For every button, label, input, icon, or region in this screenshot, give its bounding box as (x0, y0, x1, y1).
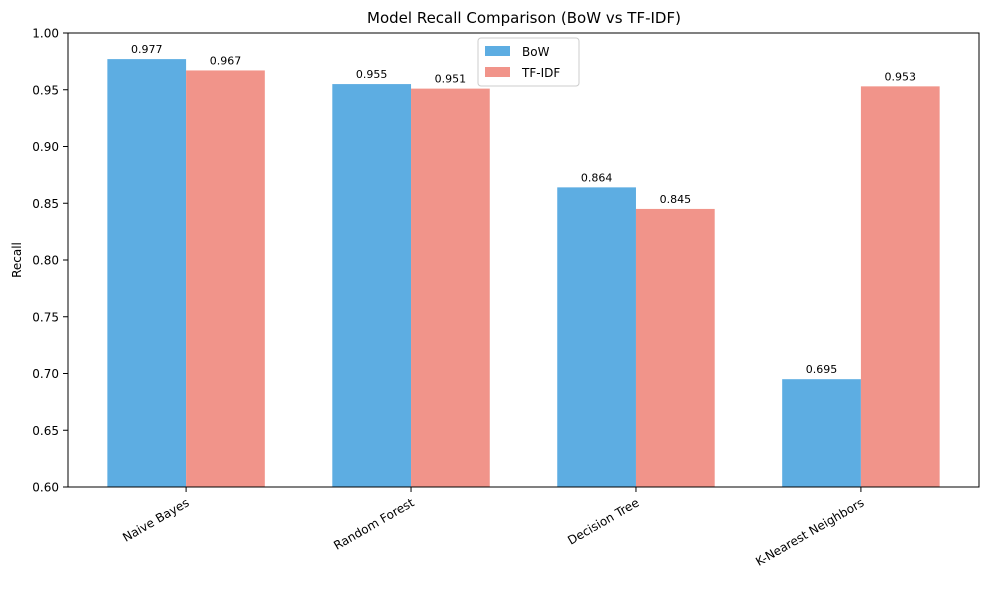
y-tick-label: 1.00 (32, 27, 59, 41)
y-tick-label: 0.80 (32, 254, 59, 268)
legend: BoW TF-IDF (477, 37, 580, 87)
data-label: 0.864 (581, 171, 613, 184)
legend-label: TF-IDF (521, 66, 560, 80)
data-label: 0.977 (131, 43, 163, 56)
y-tick-label: 0.85 (32, 197, 59, 211)
plot-area: 0.977 0.955 0.864 0.695 0.967 0.951 0.845 0.953 (67, 32, 980, 488)
legend-label: BoW (522, 45, 550, 59)
bar-tf-idf-2 (635, 208, 715, 487)
bar-tf-idf-1 (411, 88, 490, 488)
data-label: 0.845 (660, 193, 692, 206)
bar-bow-3 (782, 379, 861, 487)
y-tick-label: 0.65 (32, 424, 59, 438)
data-label: 0.967 (210, 54, 242, 67)
y-tick-label: 0.75 (32, 310, 59, 324)
y-tick-label: 0.95 (32, 83, 59, 97)
chart-title: Model Recall Comparison (BoW vs TF-IDF) (367, 9, 681, 27)
bar-tf-idf-0 (186, 70, 265, 487)
data-label: 0.951 (435, 73, 467, 86)
data-label: 0.953 (885, 70, 917, 83)
y-axis-label: Recall (10, 242, 24, 278)
bar-bow-1 (332, 84, 412, 487)
legend-swatch (485, 67, 510, 77)
data-label: 0.955 (356, 68, 388, 81)
y-tick-label: 0.60 (32, 481, 59, 495)
bar-tf-idf-3 (860, 86, 940, 487)
y-tick-label: 0.90 (32, 140, 59, 154)
bar-bow-0 (107, 59, 187, 488)
y-tick-label: 0.70 (32, 367, 59, 381)
data-label: 0.695 (806, 363, 838, 376)
bar-bow-2 (557, 187, 636, 488)
y-axis: 0.60 0.65 0.70 0.75 0.80 0.85 0.90 0.95 1.00 (32, 27, 68, 495)
legend-swatch (485, 46, 510, 56)
